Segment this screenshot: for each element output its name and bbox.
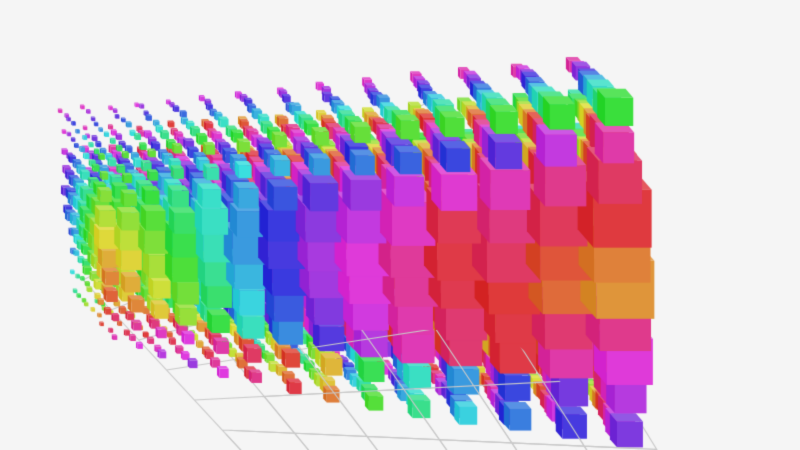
voxel-3d-canvas[interactable] (0, 0, 800, 450)
scene-viewport (0, 0, 800, 450)
